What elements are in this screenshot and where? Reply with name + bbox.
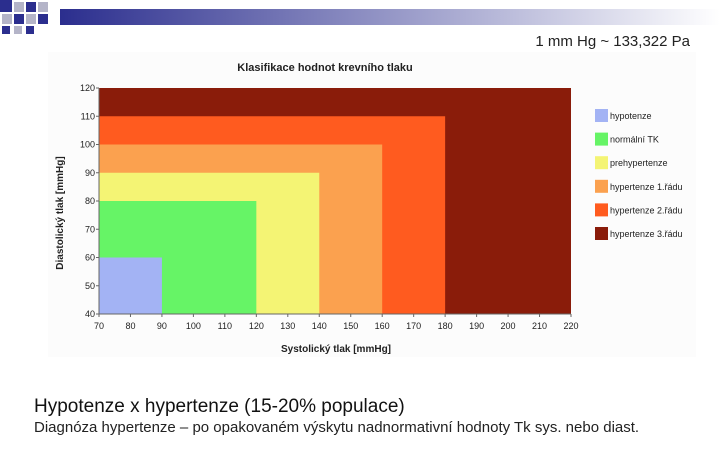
x-tick-label: 150 <box>343 321 358 331</box>
legend-label: hypertenze 3.řádu <box>610 229 683 239</box>
y-tick-label: 80 <box>85 196 95 206</box>
x-tick-label: 90 <box>157 321 167 331</box>
deco-square <box>14 26 22 34</box>
legend-swatch <box>595 203 608 217</box>
y-tick-label: 70 <box>85 224 95 234</box>
axis-layer: 70 80 90 100 110 120 130 140 150 160 170 180 190 200 2… <box>80 83 579 331</box>
legend-swatch <box>595 132 608 146</box>
legend-swatch <box>595 227 608 240</box>
corner-decoration <box>0 0 720 34</box>
deco-square <box>38 2 48 12</box>
unit-conversion-note: 1 mm Hg ~ 133,322 Pa <box>535 33 690 50</box>
legend-swatch <box>595 156 608 170</box>
x-tick-label: 170 <box>406 321 421 331</box>
legend-swatch <box>595 179 608 193</box>
legend-label: hypotenze <box>610 111 652 121</box>
y-tick-label: 110 <box>81 111 95 121</box>
y-tick-label: 100 <box>80 140 95 150</box>
chart-canvas: Klasifikace hodnot krevního tlaku Systol… <box>55 62 683 355</box>
deco-square <box>14 14 24 24</box>
y-tick-label: 60 <box>85 253 95 263</box>
legend-swatch <box>595 109 608 122</box>
x-tick-label: 160 <box>375 321 390 331</box>
deco-square <box>0 0 12 12</box>
slide-heading: Hypotenze x hypertenze (15-20% populace) <box>34 396 405 417</box>
bp-classification-chart: Klasifikace hodnot krevního tlaku Systol… <box>48 52 696 357</box>
deco-square <box>26 2 36 12</box>
y-tick-label: 90 <box>85 168 95 178</box>
x-tick-label: 200 <box>501 321 516 331</box>
y-tick-label: 40 <box>85 309 95 319</box>
x-tick-label: 140 <box>312 321 327 331</box>
x-tick-label: 110 <box>218 321 232 331</box>
x-tick-label: 180 <box>438 321 453 331</box>
y-tick-label: 120 <box>80 83 95 93</box>
title-bar-gradient <box>60 9 720 25</box>
deco-square <box>14 2 24 12</box>
deco-square <box>26 14 36 24</box>
zone-hypotenze <box>99 257 162 314</box>
legend-label: hypertenze 1.řádu <box>610 182 683 192</box>
y-axis-label: Diastolický tlak [mmHg] <box>55 156 66 269</box>
chart-title: Klasifikace hodnot krevního tlaku <box>237 62 412 74</box>
deco-square <box>26 26 34 34</box>
x-tick-label: 70 <box>94 321 104 331</box>
legend-label: normální TK <box>610 135 659 145</box>
zone-layer <box>99 88 571 314</box>
x-tick-label: 80 <box>125 321 135 331</box>
x-tick-label: 210 <box>532 321 547 331</box>
x-tick-label: 220 <box>563 321 578 331</box>
legend-label: hypertenze 2.řádu <box>610 205 683 215</box>
x-tick-label: 190 <box>469 321 484 331</box>
legend-label: prehypertenze <box>610 158 668 168</box>
legend: hypotenze normální TK prehypertenze hyperte… <box>595 109 683 240</box>
deco-square <box>38 14 48 24</box>
x-axis-label: Systolický tlak [mmHg] <box>281 344 391 355</box>
deco-square <box>2 26 10 34</box>
x-tick-label: 130 <box>280 321 295 331</box>
x-tick-label: 100 <box>186 321 201 331</box>
deco-square <box>2 14 12 24</box>
slide-subtext: Diagnóza hypertenze – po opakovaném výsk… <box>34 419 640 436</box>
y-tick-label: 50 <box>85 281 95 291</box>
x-tick-label: 120 <box>249 321 264 331</box>
